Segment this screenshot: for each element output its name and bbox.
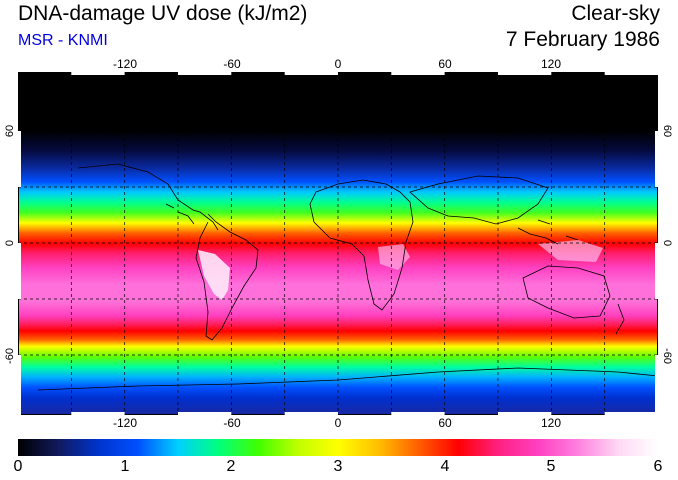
colorbar-gradient [18,439,658,456]
lon-label-top: 120 [540,57,562,71]
lon-label-top: 0 [334,57,342,71]
coastlines [37,163,658,391]
colorbar [18,439,658,456]
lon-label-bottom: 60 [438,416,452,430]
frame-ticks [18,72,658,415]
lat-label-right: 60 [661,124,673,138]
colorbar-label: 6 [653,458,663,475]
colorbar-label: 5 [546,458,556,475]
lon-label-bottom: 120 [540,416,562,430]
lat-label-left: 60 [4,124,16,138]
lon-label-top: 60 [438,57,452,71]
colorbar-label: 2 [226,458,236,475]
map-title: DNA-damage UV dose (kJ/m2) [18,2,308,25]
lon-label-top: -60 [223,57,241,71]
lon-label-bottom: 0 [334,416,342,430]
andes-high-uv-area [198,250,230,300]
data-source-label: MSR - KNMI [18,32,108,49]
colorbar-label: 3 [333,458,343,475]
map-date: 7 February 1986 [505,28,660,51]
lon-label-bottom: -60 [223,416,241,430]
lat-label-left: -60 [4,348,16,364]
australia-high-uv-area [538,240,603,262]
lat-label-left: 0 [4,239,16,247]
graticule [18,72,658,415]
colorbar-label: 0 [13,458,23,475]
sky-condition-label: Clear-sky [571,2,660,25]
lon-label-top: -120 [112,57,138,71]
colorbar-label: 4 [440,458,450,475]
uv-dose-map [18,72,658,415]
africa-high-uv-area [378,244,410,270]
lat-label-right: 0 [661,239,673,247]
colorbar-label: 1 [120,458,130,475]
lon-label-bottom: -120 [112,416,138,430]
lat-label-right: -60 [661,348,673,364]
